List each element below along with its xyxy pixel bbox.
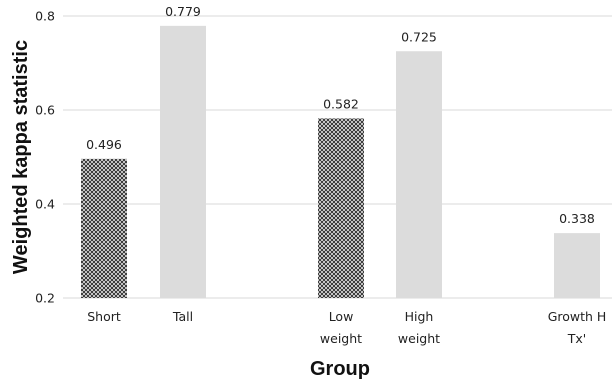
bars bbox=[81, 25, 600, 299]
y-tick-label: 0.8 bbox=[35, 9, 55, 24]
y-tick-label: 0.6 bbox=[35, 103, 55, 118]
bar bbox=[81, 158, 127, 298]
y-tick-label: 0.4 bbox=[35, 197, 55, 212]
x-axis-title: Group bbox=[310, 358, 370, 380]
y-tick-label: 0.2 bbox=[35, 291, 55, 306]
bar bbox=[318, 118, 364, 299]
x-category-label: Tall bbox=[172, 309, 193, 324]
y-axis-ticks: 0.2 0.4 0.6 0.8 bbox=[35, 9, 55, 306]
x-category-label: Growth H Tx' bbox=[548, 309, 607, 346]
x-axis-categories: Short Tall Low weight High weight Growth H Tx' bbox=[87, 309, 606, 346]
bar bbox=[160, 25, 206, 299]
data-labels: 0.496 0.779 0.582 0.725 0.338 bbox=[86, 4, 595, 226]
x-category-label: Low weight bbox=[320, 309, 362, 346]
data-label: 0.779 bbox=[165, 4, 201, 19]
x-category-label: Short bbox=[87, 309, 121, 324]
bar bbox=[396, 51, 442, 298]
y-axis-title: Weighted kappa statistic bbox=[10, 40, 32, 274]
data-label: 0.338 bbox=[559, 211, 595, 226]
x-category-label: High weight bbox=[398, 309, 440, 346]
data-label: 0.496 bbox=[86, 137, 122, 152]
data-label: 0.582 bbox=[323, 96, 359, 111]
bar bbox=[554, 233, 600, 298]
data-label: 0.725 bbox=[401, 29, 437, 44]
